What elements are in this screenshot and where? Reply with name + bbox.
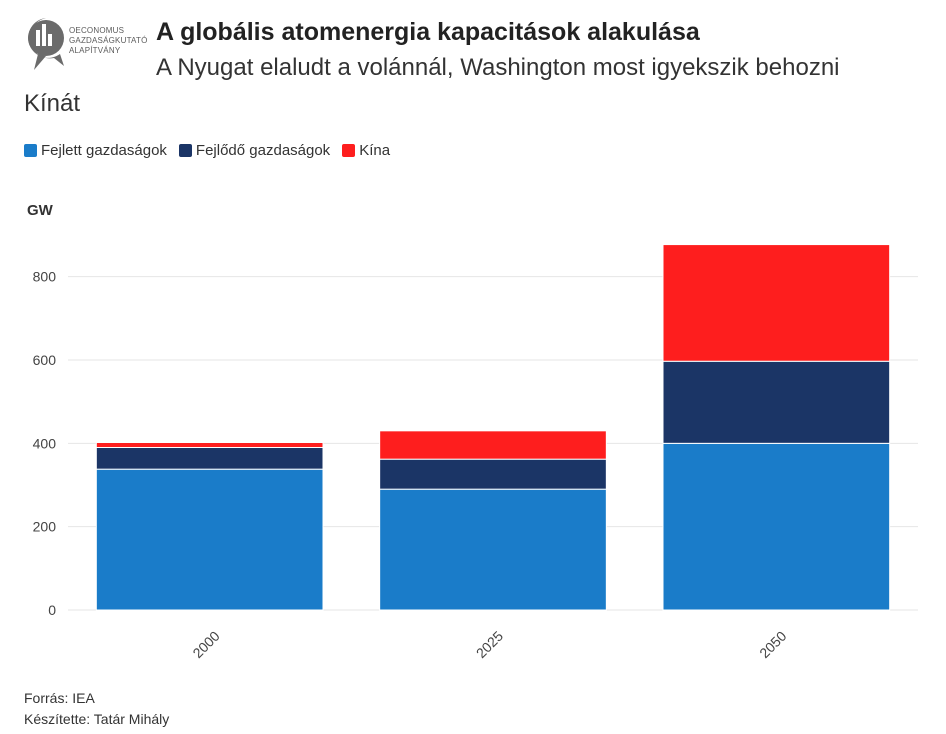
legend-swatch-advanced <box>24 143 37 157</box>
logo: OECONOMUS GAZDASÁGKUTATÓ ALAPÍTVÁNY <box>24 14 154 76</box>
bar-segment-2000-s0[interactable] <box>95 468 324 611</box>
legend-swatch-china <box>342 143 356 157</box>
legend-item-developing[interactable]: Fejlődő gazdaságok <box>178 141 331 159</box>
legend-item-china[interactable]: Kína <box>342 142 390 159</box>
bar-segment-2050-s2[interactable] <box>662 244 891 362</box>
y-tick-label: 200 <box>33 519 57 535</box>
x-tick-label: 2000 <box>189 628 222 661</box>
y-tick-label: 600 <box>33 352 57 368</box>
chart-subtitle: A Nyugat elaludt a volánnál, Washington … <box>156 54 840 81</box>
logo-text: OECONOMUS GAZDASÁGKUTATÓ ALAPÍTVÁNY <box>69 26 148 56</box>
bar-segment-2000-s1[interactable] <box>95 447 324 470</box>
legend-swatch-developing <box>178 143 192 157</box>
x-tick-label: 2025 <box>473 628 506 661</box>
legend-label-developing: Fejlődő gazdaságok <box>195 141 331 159</box>
y-tick-label: 400 <box>33 435 57 451</box>
x-axis-ticks: 2000 2025 2050 <box>189 628 789 661</box>
chart-header: OECONOMUS GAZDASÁGKUTATÓ ALAPÍTVÁNY A gl… <box>24 14 939 124</box>
source-note: Forrás: IEA <box>24 690 95 706</box>
bar-segment-2050-s0[interactable] <box>662 442 891 611</box>
bar-segment-2025-s0[interactable] <box>379 488 607 611</box>
bar-segment-2050-s1[interactable] <box>662 360 891 444</box>
logo-line: ALAPÍTVÁNY <box>69 46 121 55</box>
y-axis-ticks: 0 200 400 600 800 <box>33 269 57 618</box>
legend-item-advanced[interactable]: Fejlett gazdaságok <box>24 142 167 159</box>
y-tick-label: 0 <box>48 602 56 618</box>
legend: Fejlett gazdaságok Fejlődő gazdaságok Kí… <box>24 138 402 162</box>
x-tick-label: 2050 <box>756 628 789 661</box>
chart-subtitle-continued: Kínát <box>24 90 81 117</box>
logo-icon <box>28 18 65 70</box>
y-axis-unit-label: GW <box>27 202 54 219</box>
footer: Forrás: IEA Készítette: Tatár Mihály <box>24 688 169 730</box>
logo-line: OECONOMUS <box>69 26 125 35</box>
author-note: Készítette: Tatár Mihály <box>24 711 170 727</box>
legend-label-china: Kína <box>359 141 391 159</box>
bar-segment-2025-s2[interactable] <box>379 430 607 460</box>
legend-label-advanced: Fejlett gazdaságok <box>41 141 167 159</box>
logo-line: GAZDASÁGKUTATÓ <box>69 36 148 45</box>
bar-segment-2000-s2[interactable] <box>95 442 324 448</box>
y-tick-label: 800 <box>33 269 57 285</box>
chart-title: A globális atomenergia kapacitások alaku… <box>156 18 700 46</box>
stacked-bar-chart: GW 0 200 400 600 800 2000 2025 2050 <box>27 202 918 661</box>
bars <box>95 244 891 611</box>
bar-segment-2025-s1[interactable] <box>379 458 607 490</box>
